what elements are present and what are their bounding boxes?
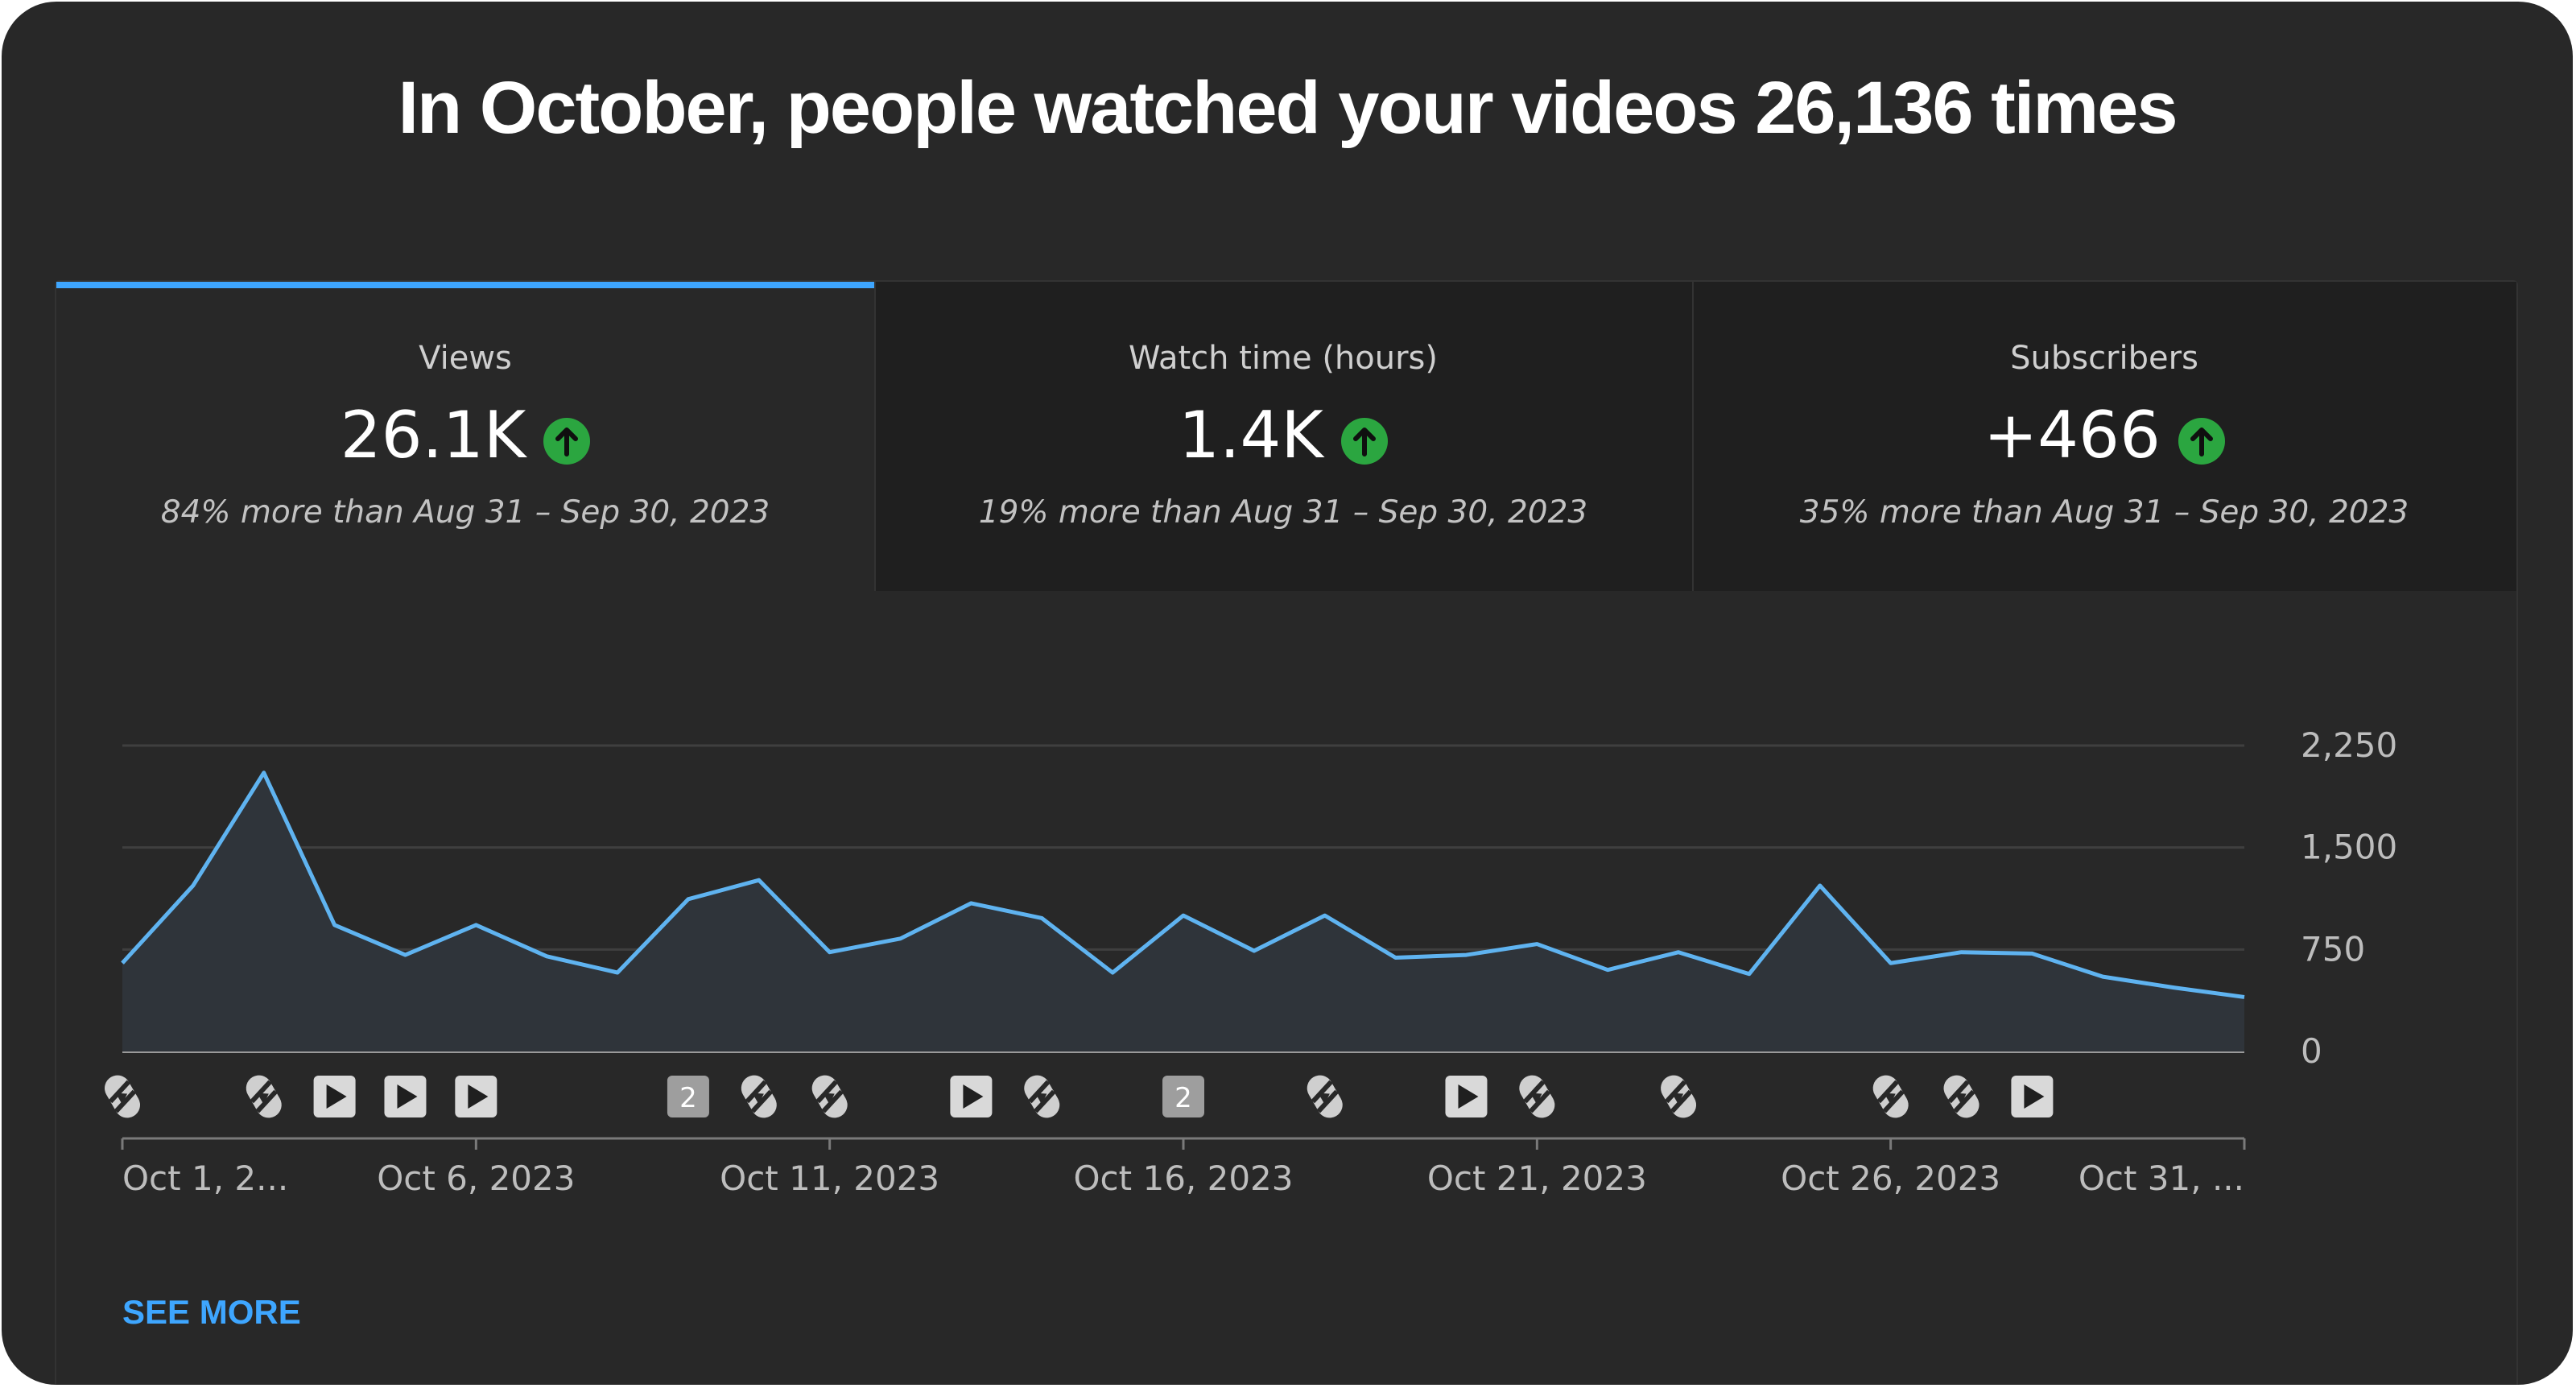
views-line	[121, 770, 2245, 999]
tab-subscribers-label: Subscribers	[2010, 340, 2198, 377]
shorts-icon	[741, 1075, 777, 1118]
tab-watch-time-comparison: 19% more than Aug 31 – Sep 30, 2023	[978, 494, 1588, 531]
x-tick-label: Oct 11, 2023	[720, 1159, 939, 1198]
shorts-icon	[1943, 1075, 1979, 1118]
shorts-icon	[1024, 1075, 1060, 1118]
page-title: In October, people watched your videos 2…	[398, 67, 2178, 149]
x-tick-label: Oct 26, 2023	[1781, 1159, 2000, 1198]
shorts-icon	[105, 1075, 140, 1118]
arrow-up-circle-icon	[2178, 417, 2225, 465]
views-area-fill	[122, 772, 2244, 1051]
tab-watch-time-label: Watch time (hours)	[1128, 340, 1438, 377]
play-icon	[1458, 1084, 1479, 1109]
play-icon	[468, 1084, 489, 1109]
y-tick-label: 0	[2301, 1031, 2322, 1071]
active-tab-indicator	[56, 282, 874, 288]
play-icon	[963, 1084, 984, 1109]
shorts-icon	[1519, 1075, 1555, 1118]
y-tick-label: 1,500	[2301, 828, 2397, 867]
tab-divider	[874, 282, 876, 591]
upload-count-label: 2	[1174, 1082, 1192, 1114]
tab-views-value: 26.1K	[340, 398, 526, 473]
tab-views-label: Views	[419, 340, 512, 377]
x-tick-label: Oct 1, 2...	[122, 1159, 288, 1198]
play-icon	[326, 1084, 347, 1109]
tab-views-value-row: 26.1K	[56, 398, 874, 473]
tab-divider	[1692, 282, 1694, 591]
x-tick-label: Oct 6, 2023	[377, 1159, 575, 1198]
tab-watch-time[interactable]: Watch time (hours) 1.4K 19% more than Au…	[874, 282, 1692, 591]
tab-views-comparison: 84% more than Aug 31 – Sep 30, 2023	[160, 494, 770, 531]
multiple-uploads-icon	[667, 1076, 709, 1117]
tab-subscribers-value: +466	[1984, 398, 2161, 473]
tab-subscribers[interactable]: Subscribers +466 35% more than Aug 31 – …	[1692, 282, 2516, 591]
y-tick-label: 2,250	[2301, 725, 2397, 765]
shorts-icon	[1307, 1075, 1343, 1118]
tab-views[interactable]: Views 26.1K 84% more than Aug 31 – Sep 3…	[56, 282, 874, 591]
tab-watch-time-value-row: 1.4K	[874, 398, 1692, 473]
x-tick-label: Oct 31, ...	[2079, 1159, 2244, 1198]
x-tick-label: Oct 21, 2023	[1427, 1159, 1647, 1198]
arrow-up-circle-icon	[1340, 417, 1388, 465]
see-more-link[interactable]: SEE MORE	[122, 1293, 301, 1331]
multiple-uploads-icon	[1162, 1076, 1204, 1117]
metrics-card: Views 26.1K 84% more than Aug 31 – Sep 3…	[55, 280, 2518, 1385]
tab-subscribers-comparison: 35% more than Aug 31 – Sep 30, 2023	[1799, 494, 2409, 531]
shorts-icon	[811, 1075, 848, 1118]
arrow-up-circle-icon	[543, 417, 591, 465]
x-tick-label: Oct 16, 2023	[1074, 1159, 1294, 1198]
shorts-icon	[1872, 1075, 1909, 1118]
play-icon	[397, 1084, 418, 1109]
play-icon	[2024, 1084, 2045, 1109]
y-tick-label: 750	[2301, 929, 2365, 969]
tab-watch-time-value: 1.4K	[1179, 398, 1323, 473]
tab-subscribers-value-row: +466	[1692, 398, 2516, 473]
upload-count-label: 2	[679, 1082, 697, 1114]
shorts-icon	[1661, 1075, 1697, 1118]
shorts-icon	[246, 1075, 282, 1118]
